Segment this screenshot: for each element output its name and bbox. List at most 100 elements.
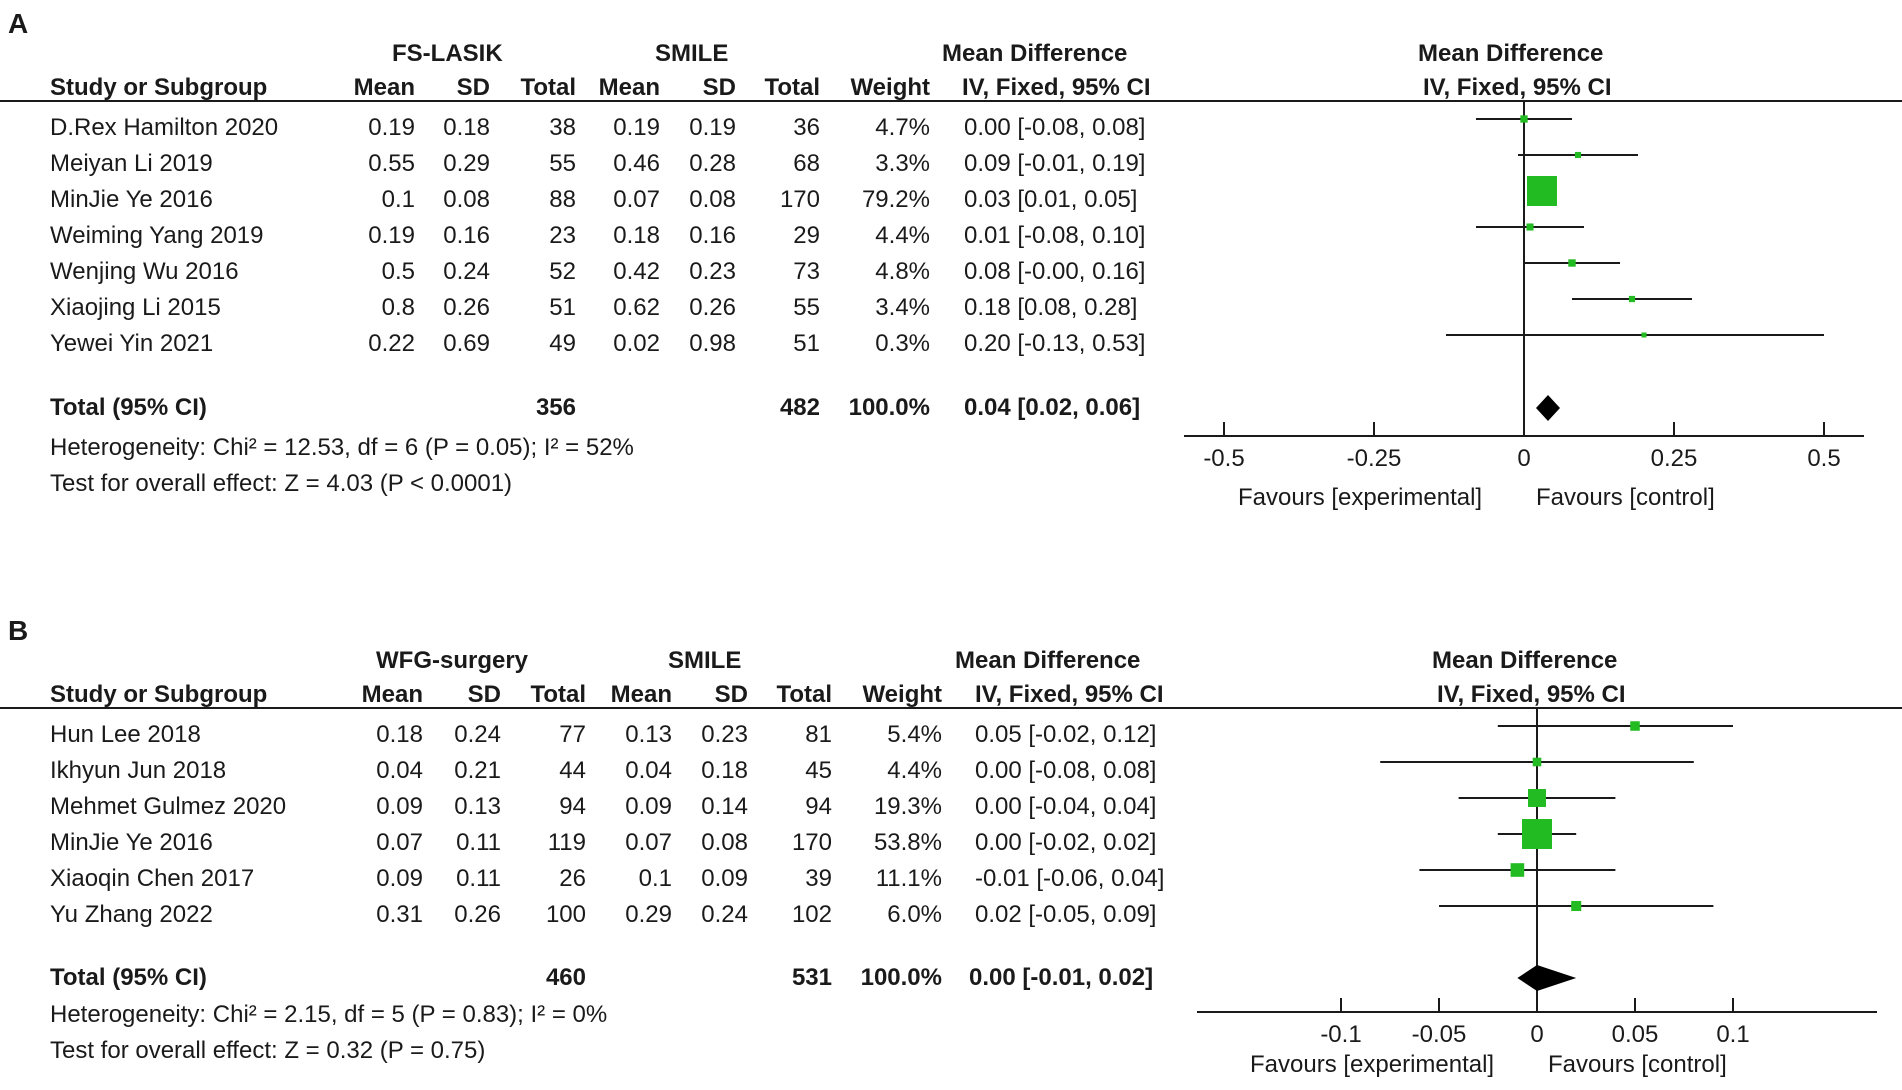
cell-sd1: 0.29 (443, 150, 490, 177)
cell-n2: 68 (793, 150, 820, 177)
col-mean2: Mean (598, 74, 660, 101)
cell-name: Meiyan Li 2019 (50, 150, 213, 177)
x-tick-label: -0.05 (1412, 1021, 1467, 1048)
cell-m2: 0.62 (613, 294, 660, 321)
forest-panel-a: A FS-LASIK SMILE Mean Difference Mean Di… (0, 8, 1902, 511)
pooled-diamond (1536, 395, 1560, 421)
cell-m2: 0.13 (625, 721, 672, 748)
cell-sd2: 0.16 (689, 222, 736, 249)
cell-m1: 0.1 (381, 186, 415, 213)
cell-m2: 0.46 (613, 150, 660, 177)
study-square (1574, 151, 1582, 159)
cell-sd2: 0.26 (689, 294, 736, 321)
forest-plot: -0.5 -0.25 0 0.25 0.5 (1184, 100, 1864, 472)
cell-m2: 0.19 (613, 114, 660, 141)
cell-weight: 3.3% (875, 150, 930, 177)
cell-m1: 0.18 (376, 721, 423, 748)
cell-n2: 51 (793, 330, 820, 357)
cell-ci: -0.01 [-0.06, 0.04] (975, 865, 1165, 892)
cell-weight: 5.4% (887, 721, 942, 748)
forest-plot: -0.1 -0.05 0 0.05 0.1 (1197, 707, 1877, 1048)
cell-sd1: 0.24 (454, 721, 501, 748)
cell-m2: 0.18 (613, 222, 660, 249)
total-weight: 100.0% (848, 394, 930, 421)
plot-subheader: IV, Fixed, 95% CI (1423, 74, 1612, 101)
cell-weight: 4.4% (875, 222, 930, 249)
cell-sd1: 0.69 (443, 330, 490, 357)
col-mean2: Mean (610, 681, 672, 708)
cell-sd1: 0.08 (443, 186, 490, 213)
cell-weight: 3.4% (875, 294, 930, 321)
cell-m2: 0.07 (625, 829, 672, 856)
study-square (1527, 176, 1557, 206)
group1-header: FS-LASIK (392, 40, 503, 67)
heterogeneity-text: Heterogeneity: Chi² = 12.53, df = 6 (P =… (50, 434, 634, 461)
x-tick-label: 0 (1517, 445, 1530, 472)
cell-m2: 0.07 (613, 186, 660, 213)
cell-ci: 0.00 [-0.04, 0.04] (975, 793, 1157, 820)
cell-n2: 170 (779, 186, 820, 213)
cell-name: Xiaoqin Chen 2017 (50, 865, 255, 892)
cell-sd2: 0.09 (701, 865, 748, 892)
cell-sd2: 0.08 (689, 186, 736, 213)
study-square (1571, 900, 1582, 912)
md-header: Mean Difference (955, 647, 1141, 674)
cell-n2: 39 (805, 865, 832, 892)
cell-sd1: 0.18 (443, 114, 490, 141)
cell-m1: 0.22 (368, 330, 415, 357)
cell-ci: 0.02 [-0.05, 0.09] (975, 901, 1157, 928)
cell-sd2: 0.23 (689, 258, 736, 285)
cell-name: Yewei Yin 2021 (50, 330, 214, 357)
overall-effect-text: Test for overall effect: Z = 4.03 (P < 0… (50, 470, 513, 497)
cell-n1: 100 (545, 901, 586, 928)
cell-name: Xiaojing Li 2015 (50, 294, 221, 321)
x-tick-label: -0.1 (1320, 1021, 1361, 1048)
col-ci: IV, Fixed, 95% CI (975, 681, 1164, 708)
cell-sd2: 0.18 (701, 757, 748, 784)
study-square (1568, 259, 1576, 267)
heterogeneity-text: Heterogeneity: Chi² = 2.15, df = 5 (P = … (50, 1001, 608, 1028)
cell-ci: 0.08 [-0.00, 0.16] (964, 258, 1146, 285)
plot-header: Mean Difference (1432, 647, 1618, 674)
study-square (1641, 332, 1647, 338)
col-sd2: SD (702, 74, 736, 101)
cell-m2: 0.42 (613, 258, 660, 285)
cell-ci: 0.05 [-0.02, 0.12] (975, 721, 1157, 748)
study-square (1526, 223, 1534, 231)
header-rule (0, 707, 1902, 709)
cell-n2: 170 (791, 829, 832, 856)
cell-weight: 79.2% (861, 186, 930, 213)
cell-n2: 81 (805, 721, 832, 748)
cell-n1: 88 (549, 186, 576, 213)
favours-control: Favours [control] (1548, 1051, 1727, 1078)
col-sd1: SD (456, 74, 490, 101)
study-square (1628, 295, 1636, 303)
cell-m1: 0.55 (368, 150, 415, 177)
group2-header: SMILE (655, 40, 729, 67)
group2-header: SMILE (668, 647, 742, 674)
cell-ci: 0.03 [0.01, 0.05] (964, 186, 1138, 213)
cell-m2: 0.29 (625, 901, 672, 928)
cell-n2: 45 (805, 757, 832, 784)
x-tick-label: 0 (1530, 1021, 1543, 1048)
cell-sd1: 0.26 (443, 294, 490, 321)
cell-sd2: 0.24 (701, 901, 748, 928)
cell-sd2: 0.23 (701, 721, 748, 748)
total-label: Total (95% CI) (50, 964, 207, 991)
cell-ci: 0.00 [-0.08, 0.08] (975, 757, 1157, 784)
cell-n1: 77 (559, 721, 586, 748)
cell-weight: 53.8% (873, 829, 942, 856)
cell-m2: 0.1 (638, 865, 672, 892)
col-mean1: Mean (361, 681, 423, 708)
cell-m1: 0.07 (376, 829, 423, 856)
cell-sd1: 0.26 (454, 901, 501, 928)
cell-ci: 0.00 [-0.08, 0.08] (964, 114, 1146, 141)
cell-weight: 19.3% (873, 793, 942, 820)
cell-sd1: 0.16 (443, 222, 490, 249)
cell-m1: 0.31 (376, 901, 423, 928)
cell-n2: 55 (793, 294, 820, 321)
panel-label: A (8, 8, 29, 39)
cell-sd2: 0.08 (701, 829, 748, 856)
cell-n2: 102 (791, 901, 832, 928)
cell-ci: 0.18 [0.08, 0.28] (964, 294, 1138, 321)
